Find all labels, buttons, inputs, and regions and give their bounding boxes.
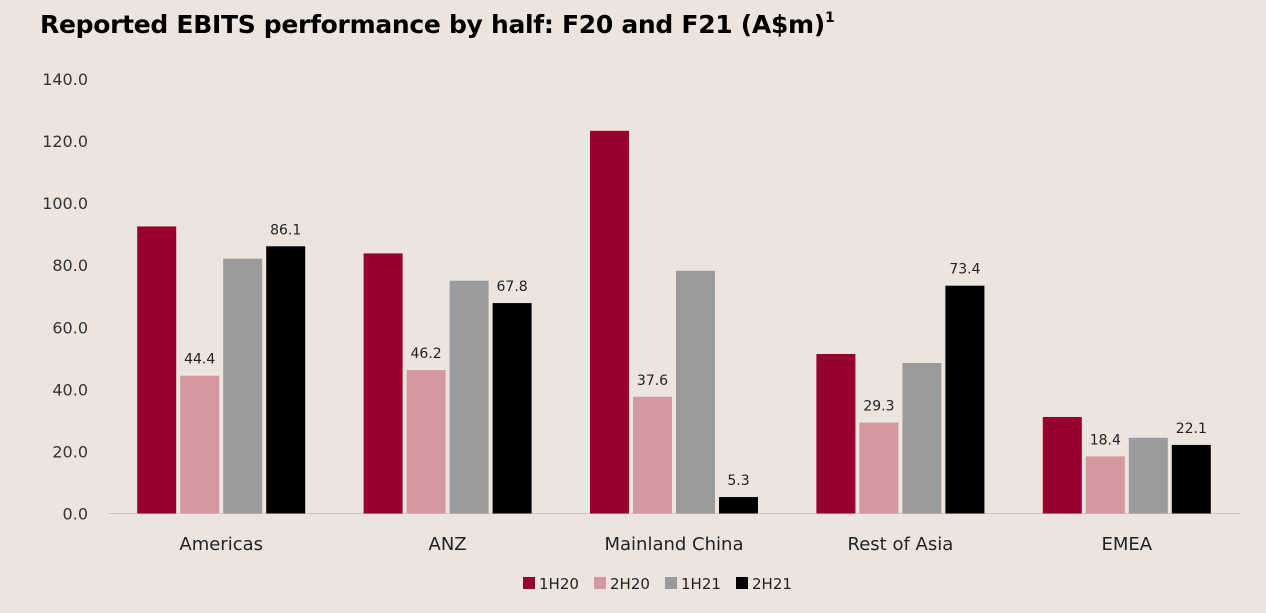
x-category-label: ANZ	[429, 534, 467, 555]
y-tick-label: 140.0	[42, 70, 88, 89]
legend-label: 2H20	[610, 575, 650, 593]
legend-swatch-1h21	[665, 577, 677, 589]
bar-2h20	[859, 422, 899, 514]
y-tick-label: 80.0	[52, 256, 88, 275]
bar-2h20	[180, 375, 220, 514]
data-label: 73.4	[949, 262, 980, 278]
legend-swatch-1h20	[523, 577, 535, 589]
bar-2h20	[633, 396, 672, 514]
legend-label: 1H21	[681, 575, 721, 593]
data-label: 37.6	[637, 373, 668, 389]
legend-swatch-2h20	[594, 577, 606, 589]
y-tick-label: 20.0	[52, 442, 88, 461]
bar-1h21	[902, 362, 942, 514]
legend-swatch-2h21	[736, 577, 748, 589]
x-category-label: Rest of Asia	[848, 534, 954, 555]
data-label: 18.4	[1090, 432, 1121, 448]
bar-1h20	[590, 130, 629, 514]
bar-1h20	[816, 353, 856, 514]
bar-2h21	[719, 497, 758, 514]
data-label: 44.4	[184, 352, 215, 368]
bar-2h20	[406, 370, 446, 514]
data-label: 86.1	[270, 222, 301, 238]
y-tick-label: 60.0	[52, 318, 88, 337]
chart-title: Reported EBITS performance by half: F20 …	[40, 10, 835, 39]
chart-title-text: Reported EBITS performance by half: F20 …	[40, 10, 825, 39]
data-label: 5.3	[727, 473, 749, 489]
bar-1h21	[1128, 437, 1168, 514]
bar-1h20	[363, 253, 403, 514]
legend-label: 2H21	[752, 575, 792, 593]
y-tick-label: 0.0	[63, 505, 88, 524]
y-tick-label: 120.0	[42, 132, 88, 151]
data-label: 29.3	[863, 399, 894, 415]
title-footnote-marker: 1	[824, 10, 835, 26]
x-category-label: Mainland China	[605, 534, 744, 555]
bar-1h20	[137, 226, 177, 514]
bar-2h21	[492, 303, 532, 514]
bar-2h21	[945, 285, 985, 514]
bar-2h21	[1171, 444, 1211, 514]
data-label: 67.8	[497, 279, 528, 295]
data-label: 22.1	[1176, 421, 1207, 437]
x-category-label: Americas	[179, 534, 263, 555]
bar-2h20	[1085, 456, 1125, 514]
bar-1h21	[676, 270, 715, 514]
bar-1h21	[449, 280, 489, 514]
bar-1h21	[223, 258, 263, 514]
x-category-label: EMEA	[1102, 534, 1153, 555]
legend-label: 1H20	[539, 575, 579, 593]
data-label: 46.2	[411, 346, 442, 362]
y-tick-label: 100.0	[42, 194, 88, 213]
y-tick-label: 40.0	[52, 380, 88, 399]
bar-1h20	[1042, 416, 1082, 514]
bar-2h21	[266, 246, 306, 514]
